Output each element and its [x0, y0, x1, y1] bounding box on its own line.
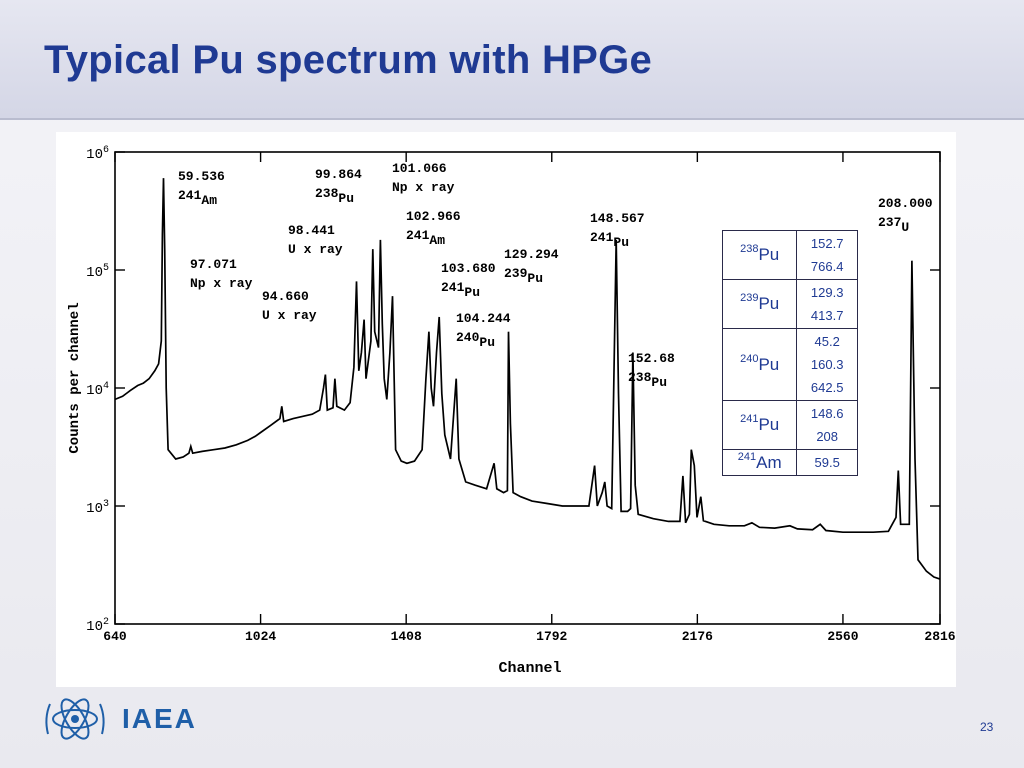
isotope-name: 241Pu	[721, 400, 798, 450]
peak-source-label: 241Am	[178, 188, 217, 208]
isotope-energies: 59.5	[796, 449, 858, 476]
x-axis-label: Channel	[498, 660, 561, 677]
energy-value: 160.3	[810, 357, 844, 372]
peak-energy-label: 98.441	[288, 223, 335, 238]
peak-energy-label: 104.244	[456, 311, 511, 326]
peak-source-label: 241Pu	[441, 280, 480, 300]
peak-annotation: 94.660 U x ray	[262, 289, 317, 323]
peak-annotation: 59.536 241Am	[178, 169, 225, 208]
peak-source-label: 237U	[878, 215, 909, 235]
isotope-name: 239Pu	[721, 279, 798, 329]
isotope-row: 240Pu 45.2 160.3 642.5	[721, 328, 858, 401]
x-tick-label: 1792	[536, 629, 567, 644]
energy-value: 766.4	[810, 259, 844, 274]
peak-energy-label: 99.864	[315, 167, 362, 182]
energy-value: 129.3	[810, 285, 844, 300]
peak-source-label: 241Pu	[590, 230, 629, 250]
peak-annotation: 99.864 238Pu	[315, 167, 362, 206]
isotope-name: 238Pu	[721, 230, 798, 280]
peak-energy-label: 148.567	[590, 211, 645, 226]
peak-energy-label: 103.680	[441, 261, 496, 276]
y-tick-label: 103	[86, 499, 109, 517]
peak-energy-label: 102.966	[406, 209, 461, 224]
page-number: 23	[980, 720, 994, 734]
peak-source-label: 238Pu	[315, 186, 354, 206]
peak-source-label: U x ray	[262, 308, 317, 323]
peak-annotation: 102.966 241Am	[406, 209, 461, 248]
peak-annotation: 148.567 241Pu	[590, 211, 645, 250]
peak-energy-label: 97.071	[190, 257, 237, 272]
peak-annotation: 104.244 240Pu	[456, 311, 511, 350]
isotope-table: 238Pu 152.7 766.4 239Pu 129.3 413.7 240Pu 45.2 1…	[721, 230, 858, 476]
energy-value: 413.7	[810, 308, 844, 323]
peak-annotation: 97.071 Np x ray	[190, 257, 253, 291]
energy-value: 152.7	[810, 236, 844, 251]
energy-value: 59.5	[814, 455, 840, 470]
peak-annotation: 129.294 239Pu	[504, 247, 559, 286]
peak-annotation: 103.680 241Pu	[441, 261, 496, 300]
x-tick-label: 1024	[245, 629, 276, 644]
energy-value: 642.5	[810, 380, 844, 395]
peak-energy-label: 59.536	[178, 169, 225, 184]
peak-annotations: 59.536 241Am 94.660 U x ray 97.071 Np x ray 98…	[178, 161, 933, 390]
x-tick-label: 640	[103, 629, 127, 644]
y-axis-label: Counts per channel	[67, 302, 83, 453]
y-tick-label: 104	[86, 381, 109, 399]
peak-source-label: 241Am	[406, 228, 445, 248]
energy-value: 45.2	[814, 334, 840, 349]
x-tick-label: 1408	[391, 629, 422, 644]
x-tick-label: 2816	[924, 629, 955, 644]
iaea-logo-text: IAEA	[122, 703, 197, 734]
y-tick-label: 106	[86, 145, 109, 163]
peak-energy-label: 101.066	[392, 161, 447, 176]
peak-energy-label: 129.294	[504, 247, 559, 262]
isotope-row: 238Pu 152.7 766.4	[721, 230, 858, 280]
peak-source-label: 240Pu	[456, 330, 495, 350]
isotope-name: 240Pu	[721, 328, 798, 401]
y-tick-label: 105	[86, 263, 109, 281]
isotope-name: 241Am	[721, 449, 798, 476]
isotope-energies: 148.6 208	[796, 400, 858, 450]
slide-header	[0, 0, 1024, 120]
peak-annotation: 152.68 238Pu	[628, 351, 675, 390]
isotope-row: 239Pu 129.3 413.7	[721, 279, 858, 329]
isotope-energies: 129.3 413.7	[796, 279, 858, 329]
iaea-logo-icon	[45, 698, 105, 740]
isotope-row: 241Pu 148.6 208	[721, 400, 858, 450]
y-tick-label: 102	[86, 617, 109, 635]
x-tick-label: 2176	[682, 629, 713, 644]
peak-annotation: 101.066 Np x ray	[392, 161, 455, 195]
energy-value: 148.6	[810, 406, 844, 421]
isotope-energies: 45.2 160.3 642.5	[796, 328, 858, 401]
peak-annotation: 208.000 237U	[878, 196, 933, 235]
peak-energy-label: 152.68	[628, 351, 675, 366]
isotope-row: 241Am 59.5	[721, 449, 858, 476]
x-tick-label: 2560	[827, 629, 858, 644]
peak-source-label: Np x ray	[392, 180, 455, 195]
peak-annotation: 98.441 U x ray	[288, 223, 343, 257]
energy-value: 208	[816, 429, 839, 444]
chart-ticks: 640 1024 1408 1792 2176 2560 2816 102 103 104 105 1…	[86, 145, 956, 644]
slide-title: Typical Pu spectrum with HPGe	[44, 38, 653, 82]
peak-source-label: U x ray	[288, 242, 343, 257]
peak-energy-label: 94.660	[262, 289, 309, 304]
peak-source-label: 238Pu	[628, 370, 667, 390]
peak-energy-label: 208.000	[878, 196, 933, 211]
peak-source-label: Np x ray	[190, 276, 253, 291]
isotope-energies: 152.7 766.4	[796, 230, 858, 280]
peak-source-label: 239Pu	[504, 266, 543, 286]
spectrum-line	[114, 178, 941, 580]
